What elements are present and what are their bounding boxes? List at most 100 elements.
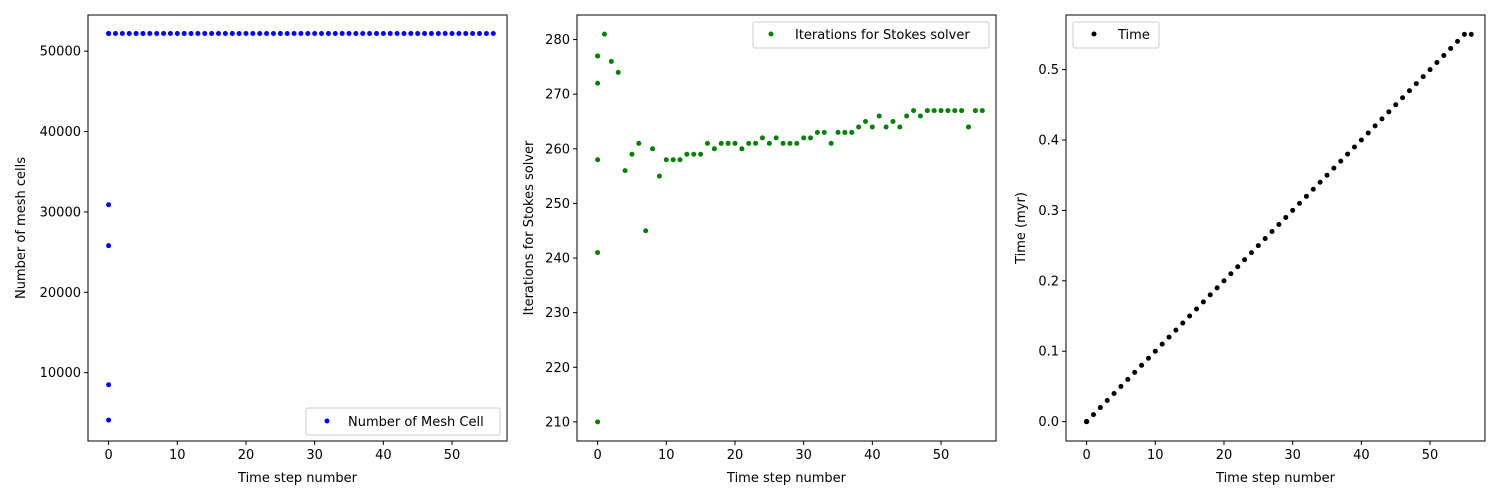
data-point bbox=[869, 124, 875, 130]
x-tick-label: 40 bbox=[375, 448, 392, 463]
x-tick-label: 20 bbox=[238, 448, 255, 463]
panel-stokes-iterations: Time step number Iterations for Stokes s… bbox=[522, 14, 997, 486]
data-point bbox=[209, 30, 215, 36]
x-tick-label: 10 bbox=[1147, 448, 1164, 463]
legend-label: Number of Mesh Cell bbox=[348, 415, 484, 430]
data-point bbox=[1242, 257, 1248, 263]
data-point bbox=[1145, 355, 1151, 361]
data-point bbox=[222, 30, 228, 36]
data-point bbox=[1297, 200, 1303, 206]
panel-1-legend: Number of Mesh Cell bbox=[305, 407, 501, 436]
y-tick-label: 10000 bbox=[40, 366, 81, 381]
data-point bbox=[794, 140, 800, 146]
data-point bbox=[725, 140, 731, 146]
data-point bbox=[126, 30, 132, 36]
data-point bbox=[650, 146, 656, 152]
data-point bbox=[202, 30, 208, 36]
data-point bbox=[401, 30, 407, 36]
data-point bbox=[828, 140, 834, 146]
data-point bbox=[257, 30, 263, 36]
data-point bbox=[1132, 369, 1138, 375]
data-point bbox=[1166, 334, 1172, 340]
data-point bbox=[367, 30, 373, 36]
legend-label: Iterations for Stokes solver bbox=[795, 28, 970, 43]
data-point bbox=[1393, 102, 1399, 108]
data-point bbox=[422, 30, 428, 36]
data-point bbox=[1406, 88, 1412, 94]
data-point bbox=[595, 250, 601, 256]
data-point bbox=[291, 30, 297, 36]
y-tick-label: 240 bbox=[545, 252, 570, 267]
data-point bbox=[1290, 207, 1296, 213]
data-point bbox=[312, 30, 318, 36]
data-point bbox=[1386, 109, 1392, 115]
x-tick-label: 30 bbox=[1284, 448, 1301, 463]
legend-box bbox=[305, 407, 501, 436]
panel-2-xlabel: Time step number bbox=[726, 471, 847, 486]
legend-marker bbox=[1091, 31, 1097, 37]
data-point bbox=[663, 157, 669, 163]
x-tick-label: 50 bbox=[1422, 448, 1439, 463]
data-point bbox=[1159, 341, 1165, 347]
data-point bbox=[387, 30, 393, 36]
data-point bbox=[250, 30, 256, 36]
data-point bbox=[161, 30, 167, 36]
data-point bbox=[1310, 186, 1316, 192]
data-point bbox=[883, 124, 889, 130]
data-point bbox=[243, 30, 249, 36]
data-point bbox=[821, 129, 827, 135]
x-tick-label: 0 bbox=[104, 448, 112, 463]
y-tick-label: 0.0 bbox=[1038, 415, 1059, 430]
data-point bbox=[814, 129, 820, 135]
data-point bbox=[835, 129, 841, 135]
y-tick-label: 270 bbox=[545, 88, 570, 103]
data-point bbox=[897, 124, 903, 130]
data-point bbox=[876, 113, 882, 119]
data-point bbox=[595, 53, 601, 59]
data-point bbox=[1455, 38, 1461, 44]
data-point bbox=[629, 151, 635, 157]
data-point bbox=[339, 30, 345, 36]
data-point bbox=[595, 419, 601, 425]
data-point bbox=[1084, 419, 1090, 425]
data-point bbox=[904, 113, 910, 119]
panel-3-xlabel: Time step number bbox=[1215, 471, 1336, 486]
data-point bbox=[346, 30, 352, 36]
data-point bbox=[167, 30, 173, 36]
data-point bbox=[456, 30, 462, 36]
data-point bbox=[1173, 327, 1179, 333]
data-point bbox=[890, 119, 896, 124]
data-point bbox=[408, 30, 414, 36]
y-tick-label: 0.4 bbox=[1038, 133, 1059, 148]
data-point bbox=[1125, 376, 1131, 382]
panel-1-xlabel: Time step number bbox=[237, 471, 358, 486]
plot-frame bbox=[1065, 14, 1486, 442]
panel-3-legend: Time bbox=[1072, 21, 1160, 49]
data-point bbox=[856, 124, 862, 130]
data-point bbox=[966, 124, 972, 130]
y-tick-label: 30000 bbox=[40, 205, 81, 220]
data-point bbox=[195, 30, 201, 36]
data-point bbox=[732, 140, 738, 146]
data-point bbox=[773, 135, 779, 141]
data-point bbox=[1331, 165, 1337, 171]
data-point bbox=[677, 157, 683, 163]
data-point bbox=[739, 146, 745, 152]
data-point bbox=[442, 30, 448, 36]
data-point bbox=[1303, 193, 1309, 199]
data-point bbox=[394, 30, 400, 36]
data-point bbox=[1400, 95, 1406, 101]
data-point bbox=[684, 151, 690, 157]
data-point bbox=[698, 151, 704, 157]
data-point bbox=[1255, 243, 1261, 249]
data-point bbox=[1221, 278, 1227, 284]
plot-frame bbox=[87, 14, 508, 442]
data-point bbox=[1358, 137, 1364, 143]
data-point bbox=[952, 108, 958, 114]
data-point bbox=[463, 30, 469, 36]
data-point bbox=[718, 140, 724, 146]
legend-box bbox=[752, 21, 990, 49]
data-point bbox=[490, 30, 496, 36]
y-tick-label: 50000 bbox=[40, 45, 81, 60]
data-point bbox=[1372, 123, 1378, 129]
